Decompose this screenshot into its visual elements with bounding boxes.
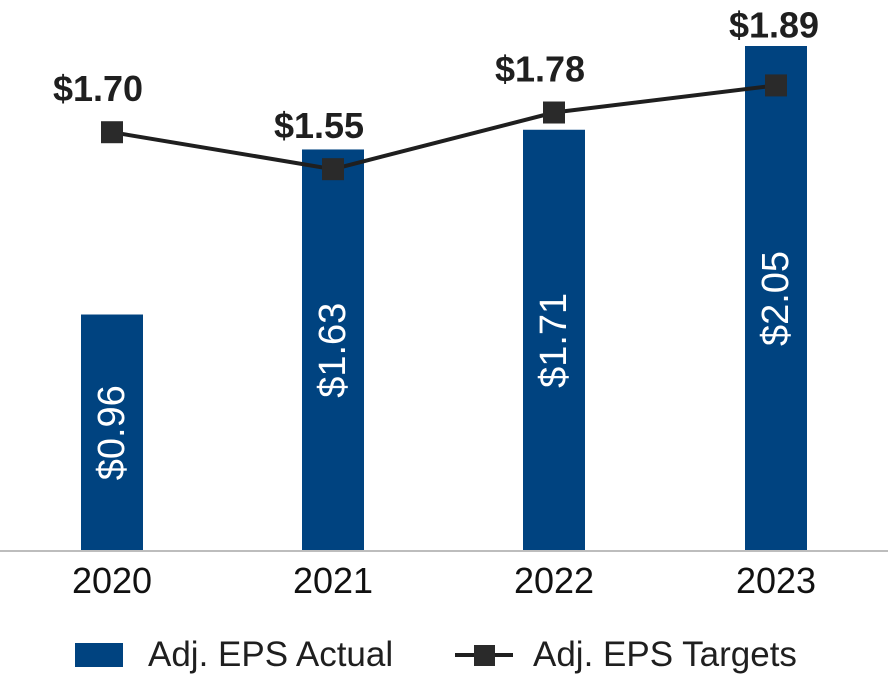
bar-2021	[302, 149, 364, 551]
bar-2022	[523, 129, 585, 551]
bar-2023	[745, 46, 807, 551]
legend-label-targets: Adj. EPS Targets	[533, 635, 797, 674]
target-value-label-2023: $1.89	[729, 4, 819, 45]
targets-line-layer: $1.70 $1.55 $1.78 $1.89	[53, 4, 819, 181]
legend-marker-targets	[474, 645, 495, 666]
x-tick-labels: 2020 2021 2022 2023	[72, 560, 816, 601]
legend-swatch-actual	[75, 643, 123, 667]
bar-2020	[81, 314, 143, 551]
x-tick-2022: 2022	[514, 560, 594, 601]
bar-value-label-2022: $1.71	[533, 293, 575, 388]
target-value-label-2022: $1.78	[495, 49, 585, 90]
target-marker-2023	[765, 74, 787, 97]
target-value-label-2021: $1.55	[274, 105, 364, 146]
bar-value-label-2020: $0.96	[91, 385, 133, 480]
bar-value-label-2023: $2.05	[755, 251, 797, 346]
target-marker-2020	[101, 121, 123, 144]
x-tick-2020: 2020	[72, 560, 152, 601]
bar-value-label-2021: $1.63	[312, 303, 354, 398]
x-tick-2021: 2021	[293, 560, 373, 601]
target-marker-2021	[322, 158, 344, 181]
legend-label-actual: Adj. EPS Actual	[148, 635, 393, 674]
legend: Adj. EPS Actual Adj. EPS Targets	[75, 635, 797, 674]
targets-line	[111, 83, 777, 172]
target-value-label-2020: $1.70	[53, 68, 143, 109]
x-tick-2023: 2023	[736, 560, 816, 601]
target-marker-2022	[543, 101, 565, 124]
bars-layer: $0.96 $1.63 $1.71 $2.05	[81, 46, 807, 551]
